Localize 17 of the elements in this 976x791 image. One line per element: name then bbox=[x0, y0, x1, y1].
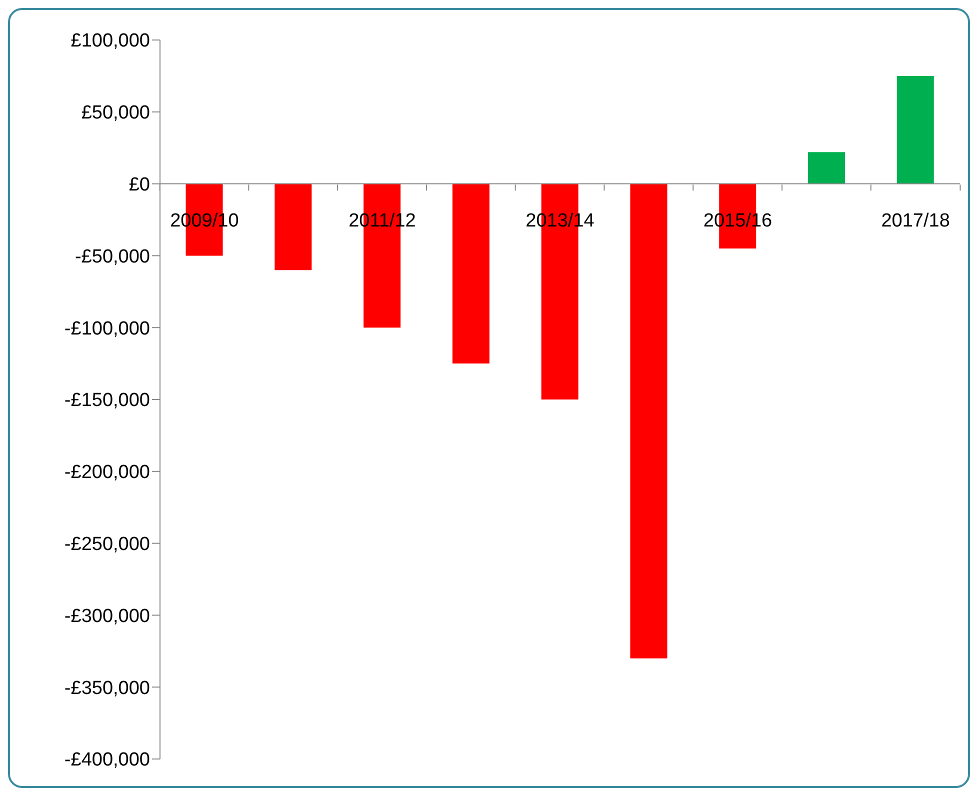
y-tick-label: -£300,000 bbox=[64, 606, 150, 627]
y-tick-label: -£200,000 bbox=[64, 462, 150, 484]
bar bbox=[896, 76, 934, 184]
y-tick-label: £100,000 bbox=[70, 30, 150, 52]
y-tick-label: £50,000 bbox=[81, 102, 150, 124]
x-tick-label: 2017/18 bbox=[881, 210, 950, 232]
bar bbox=[630, 184, 668, 658]
y-tick-label: -£400,000 bbox=[64, 750, 150, 771]
y-tick-label: -£350,000 bbox=[64, 678, 150, 699]
bar bbox=[274, 184, 312, 270]
bar bbox=[808, 152, 845, 184]
y-tick-label: £0 bbox=[128, 174, 150, 196]
y-tick-label: -£50,000 bbox=[74, 246, 150, 268]
y-tick-label: -£250,000 bbox=[64, 534, 150, 556]
y-tick-label: -£150,000 bbox=[64, 390, 150, 412]
y-tick-label: -£100,000 bbox=[64, 318, 150, 340]
bar bbox=[452, 184, 490, 364]
